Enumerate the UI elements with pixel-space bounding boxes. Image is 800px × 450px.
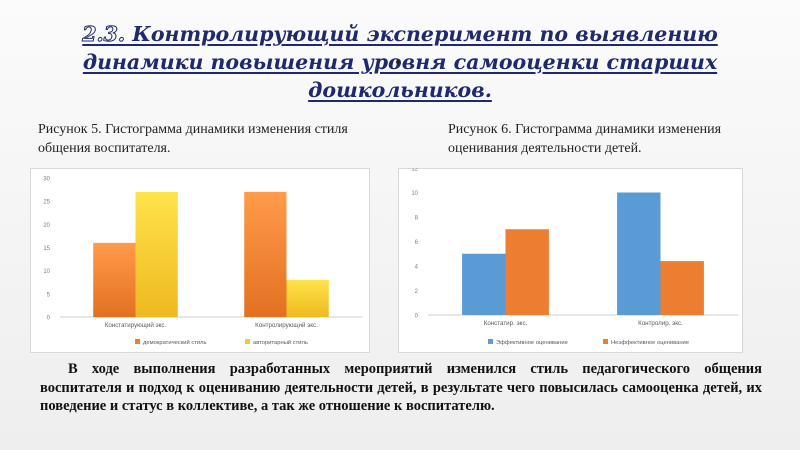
legend-swatch <box>488 339 493 344</box>
bar <box>93 242 136 317</box>
bar <box>462 253 506 315</box>
y-tick-label: 20 <box>43 223 50 229</box>
bar <box>505 229 549 315</box>
y-tick-label: 0 <box>47 316 51 322</box>
legend-label: демократический стиль <box>143 339 207 346</box>
bar <box>286 279 329 317</box>
y-tick-label: 8 <box>415 216 419 222</box>
legend-label: Неэффективное оценивание <box>611 340 689 346</box>
figure-6-caption: Рисунок 6. Гистограмма динамики изменени… <box>448 122 722 156</box>
figure-5-caption: Рисунок 5. Гистограмма динамики изменени… <box>38 122 348 156</box>
chart-frame <box>398 168 743 353</box>
legend-label: авторитарный стиль <box>253 339 308 346</box>
legend-swatch <box>603 339 608 344</box>
y-tick-label: 15 <box>43 246 50 252</box>
chart-frame <box>30 168 370 353</box>
y-tick-label: 25 <box>43 200 50 206</box>
y-tick-label: 30 <box>43 177 50 183</box>
y-tick-label: 0 <box>415 314 419 320</box>
legend-label: Эффективное оценивание <box>496 340 568 346</box>
bar <box>617 192 661 315</box>
category-label: Констатирующий экс. <box>105 322 167 329</box>
y-tick-label: 12 <box>411 168 418 173</box>
chart-communication-style: 0 5 10 15 20 25 30 Констатирующий экс. Контролир… <box>30 168 370 353</box>
y-tick-label: 2 <box>415 289 419 295</box>
stray-dot <box>396 60 400 64</box>
category-label: Контролир. экс. <box>638 320 683 327</box>
y-tick-label: 10 <box>43 269 50 275</box>
y-tick-label: 4 <box>415 265 419 271</box>
y-tick-label: 6 <box>415 240 419 246</box>
y-tick-label: 10 <box>411 191 418 197</box>
legend-swatch <box>245 339 250 344</box>
conclusion-paragraph: В ходе выполнения разработанных мероприя… <box>40 361 762 414</box>
y-tick-label: 5 <box>47 292 51 298</box>
bar <box>244 191 287 317</box>
bar <box>135 191 178 317</box>
title-text: Контролирующий эксперимент по выявлению … <box>82 22 718 102</box>
title-number: 2.3. <box>82 22 126 47</box>
slide-title: 2.3. Контролирующий эксперимент по выявл… <box>40 20 760 104</box>
category-label: Констатир. экс. <box>484 320 528 327</box>
legend-swatch <box>135 339 140 344</box>
category-label: Контролирующий экс. <box>255 322 318 329</box>
bar <box>660 261 704 315</box>
chart-activity-evaluation: 0 2 4 6 8 10 12 Констатир. экс. Контролир. экс. Э… <box>398 168 743 353</box>
